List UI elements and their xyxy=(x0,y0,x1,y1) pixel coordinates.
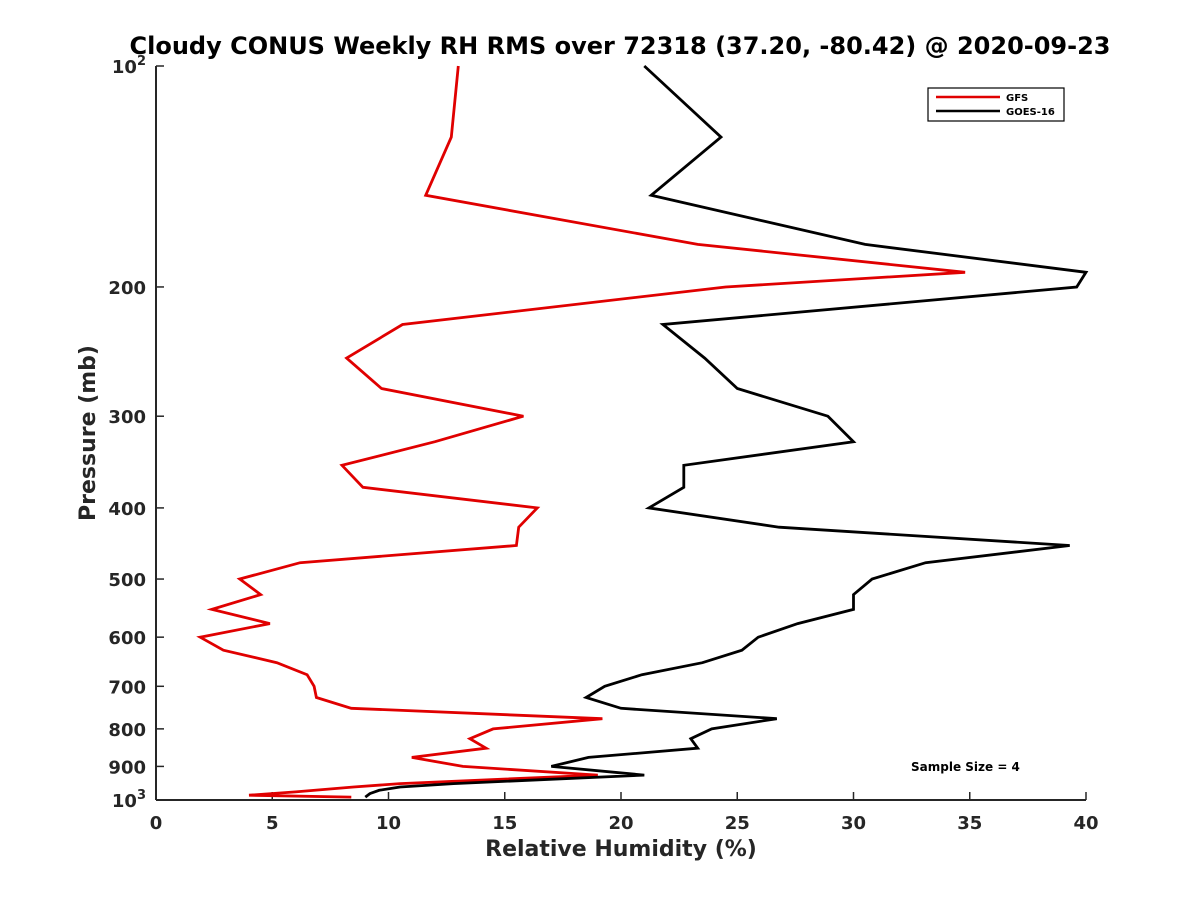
y-tick-label-power: 102 xyxy=(112,54,146,78)
chart-title: Cloudy CONUS Weekly RH RMS over 72318 (3… xyxy=(130,32,1111,60)
legend-box xyxy=(927,87,1065,122)
x-axis-label: Relative Humidity (%) xyxy=(485,837,757,862)
y-tick-base: 10 xyxy=(112,57,137,78)
y-tick-label-power: 103 xyxy=(112,788,146,812)
y-tick-base: 10 xyxy=(112,791,137,812)
y-tick-label: 300 xyxy=(108,407,146,428)
sample-size-annotation: Sample Size = 4 xyxy=(911,760,1020,774)
series-layer xyxy=(196,64,1089,799)
x-tick-label: 35 xyxy=(957,813,982,834)
y-tick-label: 400 xyxy=(108,499,146,520)
legend-label-gfs: GFS xyxy=(1006,93,1028,104)
x-tick-labels: 0 5 10 15 20 25 30 35 40 xyxy=(150,813,1099,834)
y-tick-label: 600 xyxy=(108,628,146,649)
series-line-gfs xyxy=(196,65,966,799)
x-tick-label: 30 xyxy=(841,813,866,834)
ticks xyxy=(155,65,1087,801)
x-tick-label: 25 xyxy=(725,813,750,834)
x-tick-label: 5 xyxy=(266,813,279,834)
legend-label-goes16: GOES-16 xyxy=(1006,107,1055,118)
y-tick-label: 200 xyxy=(108,278,146,299)
y-tick-label: 500 xyxy=(108,570,146,591)
x-tick-label: 10 xyxy=(376,813,401,834)
y-tick-exponent: 2 xyxy=(137,54,146,69)
x-tick-label: 40 xyxy=(1073,813,1098,834)
series-line-goes16 xyxy=(364,64,1089,799)
x-tick-label: 20 xyxy=(608,813,633,834)
plot-area xyxy=(156,66,1086,800)
y-axis-label: Pressure (mb) xyxy=(76,345,101,521)
y-tick-exponent: 3 xyxy=(137,788,146,803)
y-tick-label: 700 xyxy=(108,677,146,698)
x-tick-label: 0 xyxy=(150,813,163,834)
legend: GFS GOES-16 xyxy=(927,87,1065,122)
y-tick-label: 900 xyxy=(108,757,146,778)
y-tick-label: 800 xyxy=(108,720,146,741)
x-tick-label: 15 xyxy=(492,813,517,834)
